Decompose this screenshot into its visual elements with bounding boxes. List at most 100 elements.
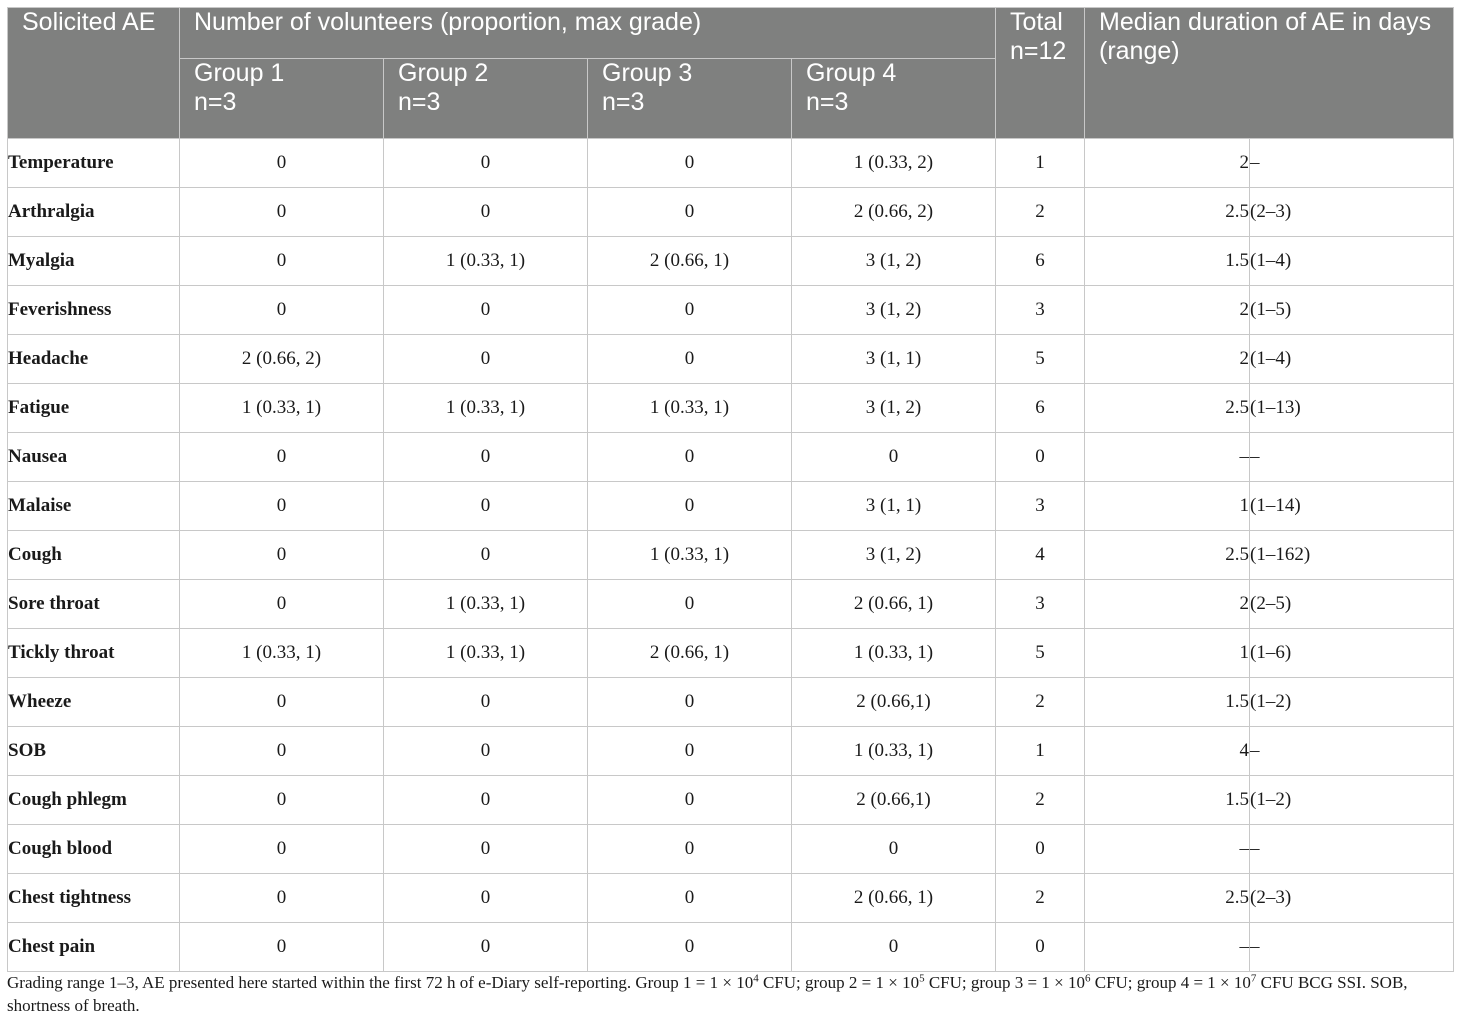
- table-row: Sore throat 0 1 (0.33, 1) 0 2 (0.66, 1) 3 2 (2–…: [7, 579, 1455, 629]
- footnote-text: CFU BCG SSI. SOB, shortness of breath.: [7, 973, 1408, 1015]
- total-value: 1: [995, 726, 1085, 776]
- median-duration: –: [1084, 922, 1250, 972]
- table-row: Malaise 0 0 0 3 (1, 1) 3 1 (1–14): [7, 481, 1455, 531]
- group-1-value: 0: [179, 187, 384, 237]
- total-value: 3: [995, 579, 1085, 629]
- group-4-value: 3 (1, 2): [791, 285, 996, 335]
- group-2-value: 0: [383, 726, 588, 776]
- group-3-value: 0: [587, 187, 792, 237]
- group-2-value: 1 (0.33, 1): [383, 383, 588, 433]
- header-group-name: Group 2: [398, 59, 489, 87]
- group-3-value: 1 (0.33, 1): [587, 530, 792, 580]
- group-2-value: 1 (0.33, 1): [383, 579, 588, 629]
- group-3-value: 0: [587, 432, 792, 482]
- group-4-value: 3 (1, 2): [791, 236, 996, 286]
- header-group-1: Group 1 n=3: [179, 58, 384, 139]
- group-3-value: 0: [587, 138, 792, 188]
- group-1-value: 0: [179, 481, 384, 531]
- group-2-value: 0: [383, 677, 588, 727]
- median-duration: 2.5: [1084, 530, 1250, 580]
- group-4-value: 2 (0.66, 2): [791, 187, 996, 237]
- duration-range: –: [1248, 824, 1455, 874]
- group-4-value: 3 (1, 1): [791, 334, 996, 384]
- group-3-value: 0: [587, 334, 792, 384]
- group-4-value: 2 (0.66,1): [791, 677, 996, 727]
- group-1-value: 0: [179, 922, 384, 972]
- total-value: 4: [995, 530, 1085, 580]
- total-value: 0: [995, 824, 1085, 874]
- median-duration: 2: [1084, 138, 1250, 188]
- footnote-text: CFU; group 3 = 1 × 10: [924, 973, 1085, 992]
- group-4-value: 2 (0.66, 1): [791, 579, 996, 629]
- ae-name: Feverishness: [7, 285, 180, 335]
- median-duration: 1: [1084, 481, 1250, 531]
- header-solicited-ae: Solicited AE: [7, 7, 180, 139]
- group-2-value: 0: [383, 824, 588, 874]
- group-2-value: 1 (0.33, 1): [383, 236, 588, 286]
- group-2-value: 0: [383, 432, 588, 482]
- footnote-exponent: 5: [919, 972, 925, 985]
- total-value: 6: [995, 236, 1085, 286]
- table-row: Wheeze 0 0 0 2 (0.66,1) 2 1.5 (1–2): [7, 677, 1455, 727]
- median-duration: 2: [1084, 334, 1250, 384]
- total-value: 2: [995, 187, 1085, 237]
- ae-name: Sore throat: [7, 579, 180, 629]
- ae-name: Headache: [7, 334, 180, 384]
- group-3-value: 0: [587, 922, 792, 972]
- ae-name: Cough phlegm: [7, 775, 180, 825]
- duration-range: –: [1248, 432, 1455, 482]
- group-3-value: 0: [587, 775, 792, 825]
- total-value: 0: [995, 432, 1085, 482]
- footnote-exponent: 7: [1250, 972, 1257, 985]
- group-3-value: 0: [587, 285, 792, 335]
- header-group-n: n=3: [806, 88, 849, 116]
- group-2-value: 0: [383, 187, 588, 237]
- duration-range: (2–3): [1248, 873, 1455, 923]
- table-row: Feverishness 0 0 0 3 (1, 2) 3 2 (1–5): [7, 285, 1455, 335]
- duration-range: (1–2): [1248, 775, 1455, 825]
- duration-range: –: [1248, 138, 1455, 188]
- group-2-value: 0: [383, 334, 588, 384]
- group-2-value: 0: [383, 481, 588, 531]
- ae-name: SOB: [7, 726, 180, 776]
- header-group-name: Group 1: [194, 59, 285, 87]
- header-total: Total n=12: [995, 7, 1085, 139]
- group-3-value: 0: [587, 873, 792, 923]
- group-1-value: 1 (0.33, 1): [179, 383, 384, 433]
- ae-name: Arthralgia: [7, 187, 180, 237]
- total-value: 2: [995, 873, 1085, 923]
- group-3-value: 2 (0.66, 1): [587, 628, 792, 678]
- table-header: Solicited AE Number of volunteers (propo…: [7, 7, 1455, 139]
- group-3-value: 0: [587, 579, 792, 629]
- ae-name: Temperature: [7, 138, 180, 188]
- header-group-name: Group 3: [602, 59, 693, 87]
- duration-range: (1–5): [1248, 285, 1455, 335]
- footnote-text: Grading range 1–3, AE presented here sta…: [7, 973, 754, 992]
- group-4-value: 3 (1, 2): [791, 530, 996, 580]
- group-4-value: 0: [791, 922, 996, 972]
- group-1-value: 0: [179, 824, 384, 874]
- group-1-value: 0: [179, 726, 384, 776]
- median-duration: 4: [1084, 726, 1250, 776]
- group-4-value: 1 (0.33, 1): [791, 726, 996, 776]
- group-2-value: 0: [383, 530, 588, 580]
- footnote-exponent: 6: [1084, 972, 1091, 985]
- median-duration: 1.5: [1084, 677, 1250, 727]
- table-row: Temperature 0 0 0 1 (0.33, 2) 1 2–: [7, 138, 1455, 188]
- group-2-value: 0: [383, 922, 588, 972]
- median-duration: –: [1084, 432, 1250, 482]
- total-value: 2: [995, 775, 1085, 825]
- table-row: Cough 0 0 1 (0.33, 1) 3 (1, 2) 4 2.5 (1–162): [7, 530, 1455, 580]
- group-3-value: 1 (0.33, 1): [587, 383, 792, 433]
- duration-range: (1–4): [1248, 236, 1455, 286]
- group-1-value: 0: [179, 530, 384, 580]
- total-value: 0: [995, 922, 1085, 972]
- header-group-3: Group 3 n=3: [587, 58, 792, 139]
- group-1-value: 0: [179, 873, 384, 923]
- ae-name: Chest pain: [7, 922, 180, 972]
- header-total-name: Total: [1010, 8, 1063, 36]
- table-row: Cough blood 0 0 0 0 0– –: [7, 824, 1455, 874]
- duration-range: (2–3): [1248, 187, 1455, 237]
- header-volunteers-span: Number of volunteers (proportion, max gr…: [179, 7, 996, 59]
- table-body: Temperature 0 0 0 1 (0.33, 2) 1 2– Arthralgia 0 0…: [7, 138, 1455, 972]
